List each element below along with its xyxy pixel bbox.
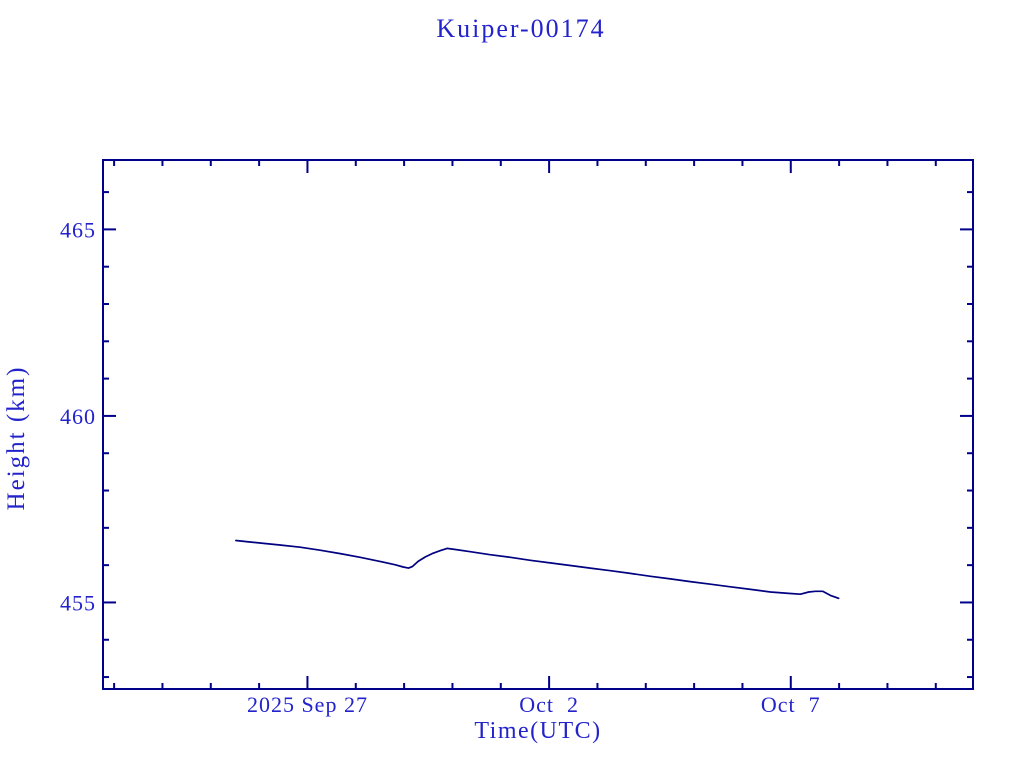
x-axis-title: Time(UTC) [474,718,602,744]
plot-border [102,159,974,690]
y-tick-label: 460 [60,404,96,429]
x-tick-label: Oct 2 [519,692,579,717]
y-tick-label: 455 [60,590,96,615]
data-line-satellite-height-km [235,539,840,600]
x-tick-label: Oct 7 [761,692,821,717]
chart-title: Kuiper-00174 [436,14,606,43]
x-tick-label: 2025 Sep 27 [247,692,368,717]
y-tick-label: 465 [60,217,96,242]
